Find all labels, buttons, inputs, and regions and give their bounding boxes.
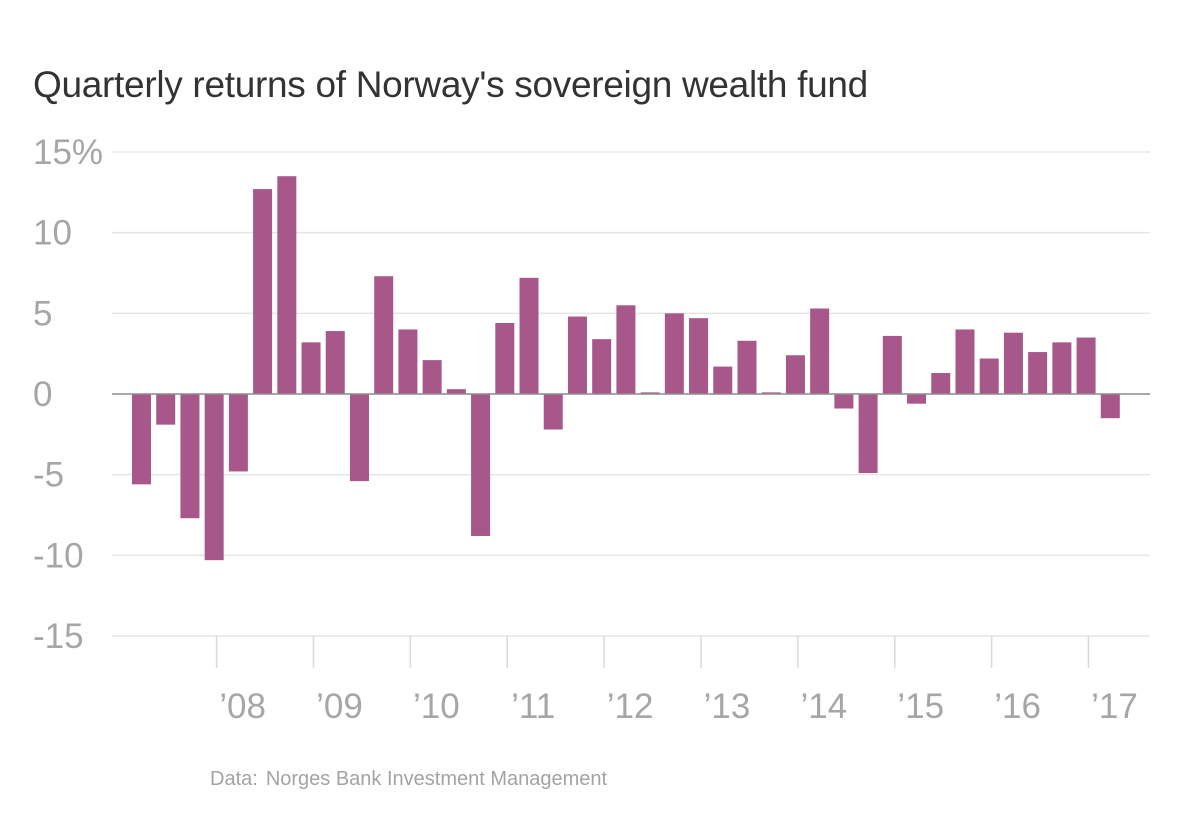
x-tick-label: ’12 — [607, 687, 654, 726]
y-tick-label: -5 — [33, 456, 64, 495]
bar — [1003, 332, 1023, 394]
y-tick-label: -15 — [33, 617, 84, 656]
bar — [204, 394, 224, 561]
bar — [931, 373, 951, 394]
bar — [228, 394, 248, 472]
bar — [567, 316, 587, 394]
bar — [616, 305, 636, 394]
bar — [471, 394, 491, 536]
bar — [374, 276, 394, 394]
bar — [1100, 394, 1120, 419]
bar — [156, 394, 176, 425]
bar — [519, 277, 539, 394]
x-tick-label: ’15 — [897, 687, 944, 726]
source-note: Data: Norges Bank Investment Management — [210, 768, 607, 791]
bar — [664, 313, 684, 394]
source-text: Norges Bank Investment Management — [265, 768, 608, 790]
bar — [761, 392, 781, 394]
bar — [301, 342, 321, 394]
bar — [180, 394, 200, 519]
bar — [253, 189, 273, 394]
bars — [132, 176, 1120, 561]
bar — [422, 360, 442, 394]
bar — [277, 176, 297, 394]
x-tick-label: ’16 — [994, 687, 1041, 726]
bar — [1028, 352, 1048, 394]
bar — [737, 340, 757, 394]
y-tick-label: 15% — [33, 133, 103, 172]
bar — [834, 394, 854, 409]
bar — [592, 339, 612, 394]
y-axis-tick-labels: 15% 10 5 0 -5 -10 -15 — [33, 133, 103, 656]
bar — [689, 318, 709, 394]
bar — [785, 355, 805, 394]
bar — [1076, 337, 1096, 394]
bar — [907, 394, 927, 404]
bar — [640, 392, 660, 394]
bar — [543, 394, 563, 430]
x-tick-label: ’17 — [1091, 687, 1138, 726]
x-tick-label: ’14 — [801, 687, 848, 726]
x-axis: ’08 ’09 ’10 ’11 ’12 ’13 ’14 ’15 ’16 ’17 — [215, 636, 1138, 726]
bar — [882, 335, 902, 394]
bar — [713, 366, 733, 394]
x-tick-label: ’10 — [413, 687, 460, 726]
bar — [1052, 342, 1072, 394]
chart-title: Quarterly returns of Norway's sovereign … — [33, 64, 868, 105]
bar — [495, 323, 515, 394]
bar — [325, 331, 345, 394]
y-tick-label: 0 — [33, 375, 52, 414]
bar — [446, 389, 466, 394]
bar — [132, 394, 151, 485]
source-label: Data: — [210, 768, 258, 790]
y-tick-label: 10 — [33, 214, 72, 253]
bar — [979, 358, 999, 394]
bar — [398, 329, 418, 394]
x-tick-label: ’11 — [511, 687, 555, 726]
bar — [349, 394, 369, 482]
x-tick-label: ’08 — [219, 687, 266, 726]
y-tick-label: -10 — [33, 536, 84, 575]
y-tick-label: 5 — [33, 294, 52, 333]
bar — [858, 394, 878, 474]
bar — [810, 308, 830, 394]
x-tick-label: ’09 — [316, 687, 363, 726]
bar — [955, 329, 975, 394]
x-tick-label: ’13 — [704, 687, 751, 726]
